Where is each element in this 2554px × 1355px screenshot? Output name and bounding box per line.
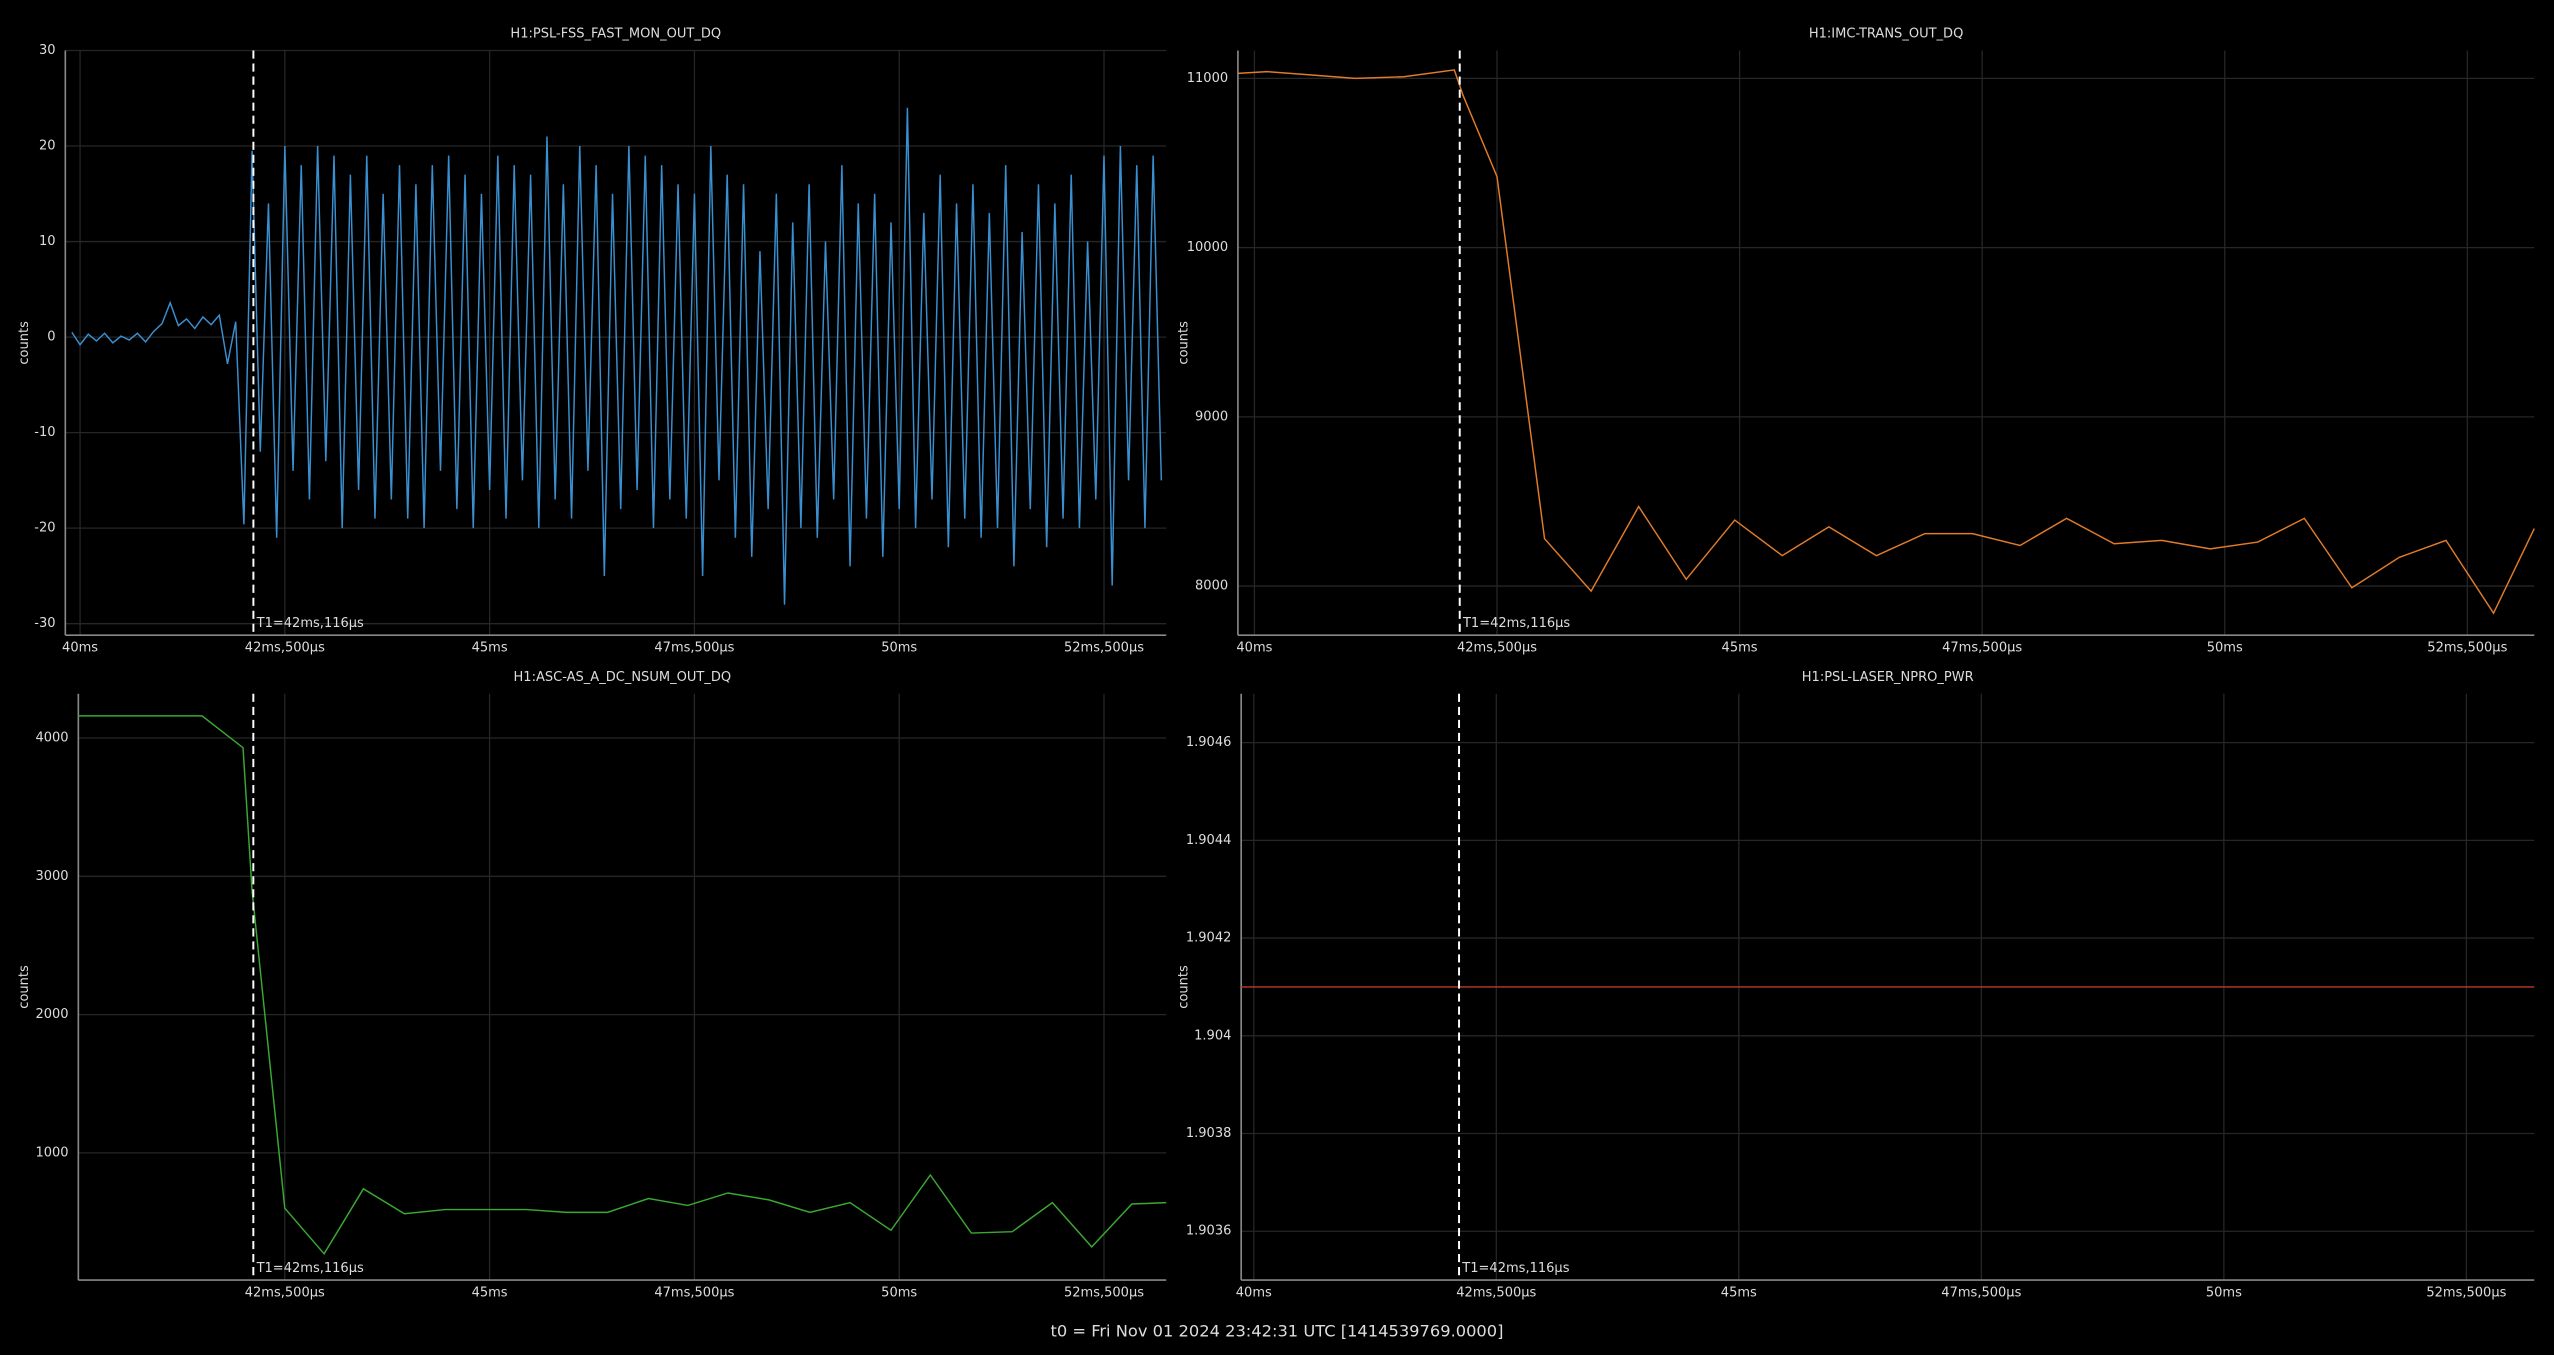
- data-line: [1237, 69, 2535, 615]
- x-tick-label: 50ms: [2207, 641, 2243, 656]
- y-tick-label: 3000: [35, 869, 68, 884]
- x-tick-label: 45ms: [1722, 641, 1758, 656]
- x-tick-label: 45ms: [472, 1286, 508, 1301]
- y-tick-label: 0: [47, 330, 55, 345]
- y-tick-label: -10: [34, 425, 55, 440]
- y-tick-label: 9000: [1195, 409, 1228, 424]
- x-tick-label: 47ms,500µs: [654, 1286, 734, 1301]
- x-tick-label: 42ms,500µs: [245, 1286, 325, 1301]
- x-tick-label: 40ms: [1236, 641, 1272, 656]
- y-tick-label: -30: [34, 616, 55, 631]
- footer: t0 = Fri Nov 01 2024 23:42:31 UTC [14145…: [1051, 1322, 1504, 1341]
- y-tick-label: 2000: [35, 1007, 68, 1022]
- x-tick-label: 50ms: [881, 1286, 917, 1301]
- x-tick-label: 52ms,500µs: [2426, 1286, 2506, 1301]
- y-tick-label: 1.904: [1194, 1028, 1231, 1043]
- y-tick-label: 20: [39, 139, 56, 154]
- x-tick-label: 45ms: [472, 641, 508, 656]
- y-tick-label: 10: [39, 234, 56, 249]
- x-tick-label: 42ms,500µs: [1456, 1286, 1536, 1301]
- y-tick-label: 1.9044: [1186, 833, 1232, 848]
- chart-title: H1:IMC-TRANS_OUT_DQ: [1809, 27, 1963, 42]
- marker-label: T1=42ms,116µs: [256, 1261, 364, 1276]
- x-tick-label: 42ms,500µs: [1457, 641, 1537, 656]
- x-tick-label: 52ms,500µs: [1064, 1286, 1144, 1301]
- x-tick-label: 40ms: [1236, 1286, 1272, 1301]
- x-tick-label: 47ms,500µs: [1941, 1286, 2021, 1301]
- x-tick-label: 50ms: [881, 641, 917, 656]
- marker-label: T1=42ms,116µs: [1461, 1261, 1569, 1276]
- x-tick-label: 42ms,500µs: [245, 641, 325, 656]
- y-tick-label: 1000: [35, 1145, 68, 1160]
- y-tick-label: -20: [34, 521, 55, 536]
- x-tick-label: 52ms,500µs: [2427, 641, 2507, 656]
- chart-title: H1:ASC-AS_A_DC_NSUM_OUT_DQ: [514, 670, 732, 685]
- data-line: [78, 715, 1167, 1256]
- y-axis-label: counts: [1177, 321, 1192, 365]
- marker-label: T1=42ms,116µs: [256, 616, 364, 631]
- y-tick-label: 1.9036: [1186, 1224, 1232, 1239]
- x-tick-label: 52ms,500µs: [1064, 641, 1144, 656]
- y-axis-label: counts: [17, 965, 32, 1009]
- x-tick-label: 50ms: [2206, 1286, 2242, 1301]
- x-tick-label: 47ms,500µs: [1942, 641, 2022, 656]
- y-tick-label: 10000: [1187, 240, 1228, 255]
- y-tick-label: 8000: [1195, 579, 1228, 594]
- x-tick-label: 40ms: [62, 641, 98, 656]
- y-tick-label: 4000: [35, 731, 68, 746]
- x-tick-label: 47ms,500µs: [654, 641, 734, 656]
- y-tick-label: 1.9046: [1186, 735, 1232, 750]
- x-tick-label: 45ms: [1721, 1286, 1757, 1301]
- y-axis-label: counts: [17, 321, 32, 365]
- chart-title: H1:PSL-LASER_NPRO_PWR: [1802, 670, 1974, 685]
- y-tick-label: 11000: [1187, 71, 1228, 86]
- y-axis-label: counts: [1177, 965, 1192, 1009]
- chart-title: H1:PSL-FSS_FAST_MON_OUT_DQ: [510, 27, 721, 42]
- y-tick-label: 1.9038: [1186, 1126, 1232, 1141]
- marker-label: T1=42ms,116µs: [1462, 616, 1570, 631]
- y-tick-label: 1.9042: [1186, 931, 1232, 946]
- y-tick-label: 30: [39, 43, 56, 58]
